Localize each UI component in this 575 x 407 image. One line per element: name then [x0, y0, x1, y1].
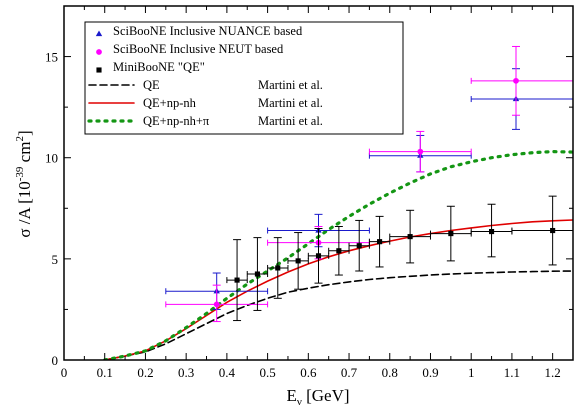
- curve-qe: [103, 270, 573, 360]
- data-point-miniboone-qe-: [389, 209, 431, 264]
- x-tick-label: 1.2: [545, 365, 561, 380]
- legend-author: Martini et al.: [258, 96, 323, 110]
- legend-author: Martini et al.: [258, 78, 323, 92]
- x-axis-title: Eν [GeV]: [286, 386, 349, 407]
- y-tick-label: 15: [45, 50, 58, 65]
- marker-circle: [513, 77, 519, 84]
- x-tick-label: 0.2: [137, 365, 153, 380]
- x-tick-label: 1.1: [504, 365, 520, 380]
- x-tick-label: 0.9: [422, 365, 438, 380]
- marker-square: [489, 228, 495, 235]
- marker-square: [275, 265, 281, 271]
- marker-square: [356, 243, 362, 249]
- legend-marker-sciboone-inclusive-neut-based: [96, 49, 102, 55]
- data-point-sciboone-inclusive-neut-based: [368, 130, 472, 173]
- data-point-miniboone-qe-: [246, 237, 269, 311]
- legend-marker-sciboone-inclusive-nuance-based: [95, 30, 103, 37]
- data-point-miniboone-qe-: [226, 239, 248, 322]
- data-point-miniboone-qe-: [470, 203, 513, 258]
- x-tick-label: 1: [468, 365, 475, 380]
- curve-qe-np-nh-: [103, 149, 573, 360]
- x-tick-label: 0.8: [382, 365, 398, 380]
- axis-ticks: 0 0.1 0.2 0.3 0.4 0.5 0.6 0.7 0.8 0.9 1 1.1 1.2 0 5 10 1…: [45, 6, 573, 380]
- legend-label: QE+np-nh: [143, 96, 197, 110]
- data-points: [165, 45, 574, 323]
- x-tick-label: 0.5: [259, 365, 275, 380]
- y-tick-label: 5: [52, 252, 59, 267]
- data-point-sciboone-inclusive-neut-based: [165, 284, 269, 323]
- data-point-sciboone-inclusive-neut-based: [470, 45, 574, 116]
- legend-label: QE+np-nh+π: [143, 114, 210, 128]
- marker-square: [315, 253, 322, 259]
- data-point-miniboone-qe-: [287, 232, 309, 290]
- marker-circle: [213, 301, 220, 308]
- marker-square: [234, 277, 240, 283]
- data-point-miniboone-qe-: [368, 215, 391, 268]
- x-tick-label: 0.7: [341, 365, 358, 380]
- legend-marker-miniboone-qe-: [96, 67, 102, 73]
- y-tick-label: 10: [45, 151, 58, 166]
- x-tick-label: 0.6: [300, 365, 317, 380]
- marker-circle: [417, 148, 424, 155]
- data-point-miniboone-qe-: [348, 219, 370, 272]
- marker-square: [254, 271, 260, 277]
- y-axis-title: σ /A [10-39 cm2]: [14, 130, 34, 237]
- legend-box: [84, 21, 404, 135]
- marker-square: [550, 227, 556, 234]
- y-tick-label: 0: [52, 353, 59, 368]
- x-tick-label: 0.1: [97, 365, 113, 380]
- data-point-miniboone-qe-: [429, 205, 472, 262]
- data-point-miniboone-qe-: [328, 225, 350, 276]
- x-tick-label: 0: [61, 365, 68, 380]
- marker-square: [448, 231, 454, 237]
- data-point-miniboone-qe-: [307, 228, 330, 284]
- plot-frame: [63, 5, 574, 361]
- legend-label: MiniBooNE "QE": [113, 60, 205, 74]
- legend-label: SciBooNE Inclusive NUANCE based: [113, 24, 303, 38]
- legend-author: Martini et al.: [258, 114, 323, 128]
- marker-square: [377, 239, 383, 245]
- marker-square: [336, 248, 342, 254]
- legend-label: QE: [143, 78, 160, 92]
- data-point-miniboone-qe-: [511, 195, 573, 266]
- legend-label: SciBooNE Inclusive NEUT based: [113, 42, 284, 56]
- data-point-miniboone-qe-: [267, 237, 289, 299]
- legend: SciBooNE Inclusive NUANCE based SciBooNE …: [84, 21, 404, 135]
- marker-square: [295, 258, 301, 264]
- x-tick-label: 0.3: [178, 365, 194, 380]
- x-tick-label: 0.4: [219, 365, 236, 380]
- data-point-sciboone-inclusive-nuance-based: [470, 68, 574, 130]
- marker-square: [407, 234, 413, 240]
